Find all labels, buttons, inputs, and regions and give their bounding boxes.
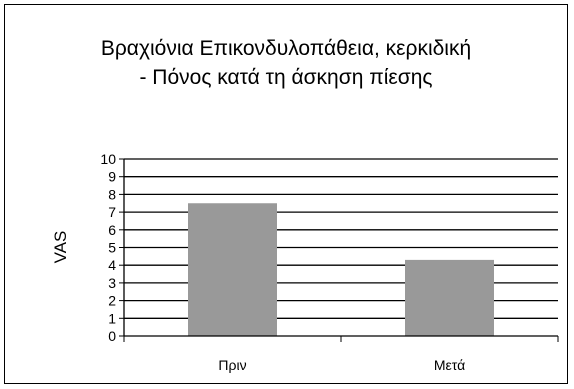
y-tick-label: 1 (108, 310, 116, 326)
y-tick-label: 0 (108, 328, 116, 344)
y-tick-label: 6 (108, 222, 116, 238)
y-tick-label: 3 (108, 275, 116, 291)
bar-1 (188, 203, 277, 336)
y-axis-title: VAS (51, 231, 70, 264)
x-tick-labels: Πριν Μετά (218, 357, 465, 373)
chart-title: Βραχιόνια Επικονδυλοπάθεια, κερκιδική - … (4, 34, 568, 92)
bar-2 (405, 259, 494, 336)
chart-title-line-2: - Πόνος κατά τη άσκηση πίεσης (139, 66, 433, 89)
y-tick-label: 8 (108, 186, 116, 202)
y-tick-label: 5 (108, 240, 116, 256)
y-tick-label: 9 (108, 169, 116, 185)
bars (188, 203, 494, 336)
y-tick-label: 2 (108, 293, 116, 309)
y-tick-label: 10 (100, 151, 116, 167)
y-tick-label: 7 (108, 204, 116, 220)
y-tick-label: 4 (108, 257, 116, 273)
x-tick-label: Μετά (434, 357, 465, 373)
axes (119, 158, 559, 342)
x-tick-label: Πριν (218, 357, 246, 373)
chart-title-line-1: Βραχιόνια Επικονδυλοπάθεια, κερκιδική (100, 37, 472, 60)
